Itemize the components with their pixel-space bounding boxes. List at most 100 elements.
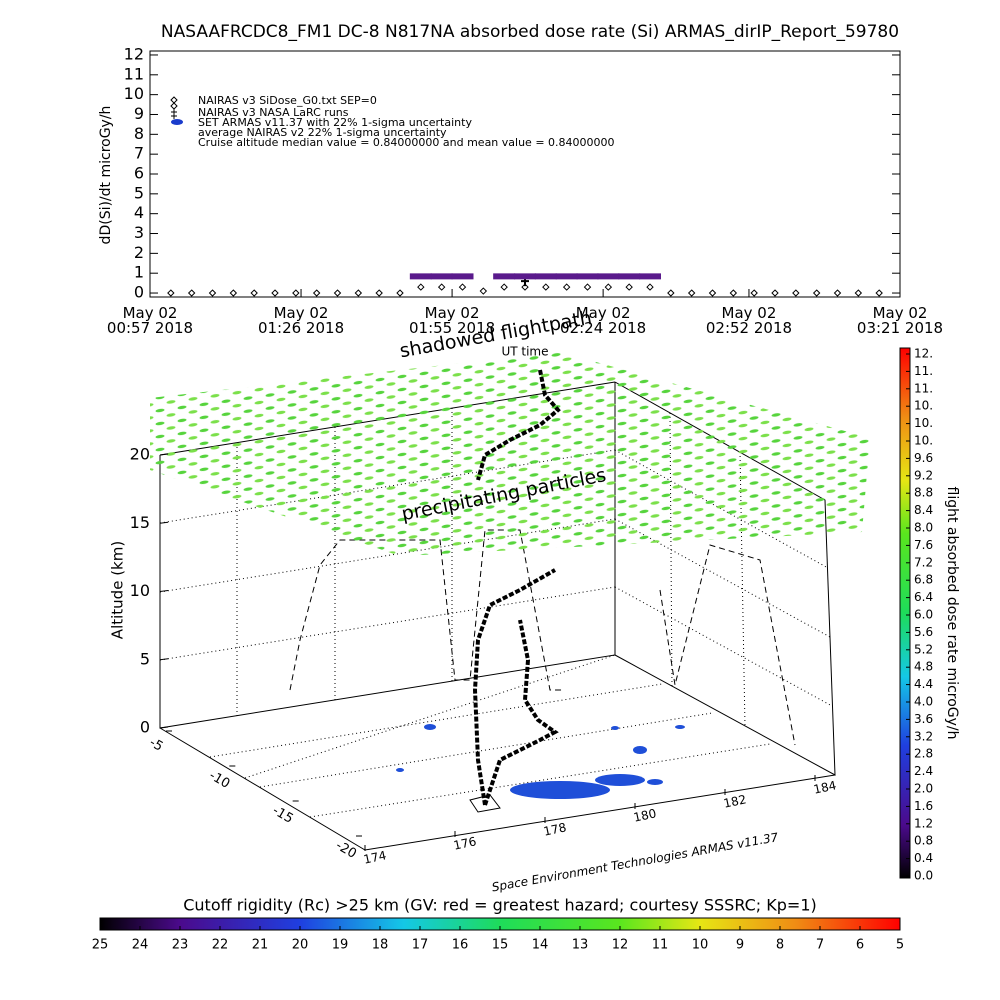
data-point (555, 273, 578, 280)
chart-title: NASAAFRCDC8_FM1 DC-8 N817NA absorbed dos… (161, 22, 899, 42)
z-tick (159, 590, 169, 592)
annotation: Cruise altitude median value = 0.8400000… (198, 136, 615, 149)
colorbar-tick-label: 7 (816, 938, 824, 953)
colorbar-tick-label: 18 (372, 938, 389, 953)
data-point (250, 289, 258, 297)
y-tick-label: 6 (134, 164, 144, 183)
annotation: average NAIRAS v2 22% 1-sigma uncertaint… (198, 126, 447, 139)
y-tick-label: -5 (147, 735, 166, 754)
data-point (625, 283, 633, 291)
data-point (167, 289, 175, 297)
data-point (458, 283, 467, 291)
colorbar-tick-label: 11. (914, 381, 933, 395)
colorbar-tick-label: 9.2 (914, 468, 933, 482)
y-tick-label: 9 (134, 104, 144, 123)
y-tick-label: -10 (206, 768, 232, 792)
legend: NAIRAS v3 SiDose_G0.txt SEP=0 NAIRAS v3 … (170, 94, 615, 149)
colorbar-tick-label: 9.6 (914, 451, 933, 465)
colorbar-tick-label: 16 (452, 938, 469, 953)
y-tick-label: 7 (134, 144, 144, 163)
x-tick-label: 178 (542, 820, 567, 838)
flight-path (483, 619, 559, 806)
flight-path-shadow (476, 369, 561, 481)
colorbar-tick-label: 11. (914, 364, 933, 378)
legend-marker (171, 109, 177, 119)
data-point (639, 273, 661, 280)
z-tick (159, 726, 169, 729)
z-tick (159, 658, 169, 661)
shadow-path (289, 529, 565, 691)
x-tick-label: May 02 02:24 2018 (560, 304, 647, 337)
data-point (618, 273, 641, 280)
colorbar-label: Cutoff rigidity (Rc) >25 km (GV: red = g… (183, 896, 817, 915)
colorbar-tick-label: 11 (652, 938, 669, 953)
colorbar-tick-label: 19 (332, 938, 349, 953)
x-tick-label: May 02 01:26 2018 (257, 304, 345, 337)
colorbar-tick-label: 8 (776, 938, 784, 953)
colorbar-tick-label: 5.6 (914, 625, 933, 639)
data-point (542, 283, 550, 291)
data-point (229, 289, 238, 297)
colorbar-tick-label: 7.2 (914, 555, 933, 569)
data-point (292, 289, 300, 297)
z-tick (159, 521, 169, 524)
colorbar-tick-label: 15 (492, 938, 509, 953)
x-tick-label: May 02 00:57 2018 (106, 304, 194, 337)
colorbar-tick-label: 13 (572, 938, 589, 953)
y-tick-label: 11 (124, 64, 144, 83)
colorbar-tick-label: 1.6 (914, 799, 933, 813)
x-tick-label: 182 (722, 792, 747, 810)
colorbar-tick-label: 10. (914, 416, 933, 430)
y-tick-label: 5 (134, 183, 144, 202)
colorbar-tick-label: 10. (914, 434, 933, 448)
colorbar-tick-label: 9 (736, 938, 744, 953)
data-point (792, 289, 800, 297)
x-tick-label: 184 (812, 778, 837, 796)
colorbar (899, 347, 911, 879)
colorbar-tick-label: 2.8 (914, 747, 933, 761)
particle-field (150, 352, 870, 556)
colorbar-tick-label: 8.4 (914, 503, 933, 517)
colorbar-tick-label: 0.4 (914, 851, 933, 865)
colorbar-tick-label: 23 (172, 938, 189, 953)
legend-marker (170, 96, 178, 110)
colorbar-tick-label: 3.2 (914, 729, 933, 743)
colorbar-tick-label: 21 (252, 938, 269, 953)
colorbar-tick-label: 6.4 (914, 590, 933, 604)
box-3d (150, 352, 870, 851)
x-tick-label: May 02 03:21 2018 (856, 304, 944, 337)
colorbar-tick-label: 3.6 (914, 712, 933, 726)
data-point (430, 273, 453, 280)
data-point (479, 287, 488, 295)
data-point (667, 289, 675, 297)
colorbar-tick-label: 1.2 (914, 816, 933, 830)
data-point (708, 289, 717, 297)
z-tick-label: 10 (130, 581, 150, 600)
data-point (646, 283, 654, 291)
data-point (854, 289, 863, 297)
particle-blobs (396, 724, 685, 799)
data-point (687, 289, 696, 297)
y-tick-label: 3 (134, 223, 144, 242)
colorbar-tick-label: 4.4 (914, 677, 933, 691)
data-point (500, 283, 508, 291)
colorbar-tick-label: 25 (92, 938, 109, 953)
data-point (451, 273, 474, 280)
z-tick-label: 5 (140, 649, 150, 668)
legend-label: SET ARMAS v11.37 with 22% 1-sigma uncert… (198, 116, 472, 129)
colorbar-tick-label: 0.0 (914, 869, 933, 883)
colorbar-label: flight absorbed dose rate microGy/h (944, 487, 960, 740)
colorbar-tick-label: 2.4 (914, 764, 933, 778)
legend-marker (171, 119, 183, 125)
data-point (576, 273, 599, 280)
data-point (833, 289, 842, 297)
colorbar-tick-label: 24 (132, 938, 149, 953)
data-point (312, 289, 321, 297)
y-tick-label: 10 (124, 84, 144, 103)
data-point (729, 289, 738, 297)
data-point (534, 273, 557, 280)
colorbar-tick-label: 5.2 (914, 642, 933, 656)
colorbar-tick-label: 22 (212, 938, 229, 953)
data-point (812, 289, 821, 297)
